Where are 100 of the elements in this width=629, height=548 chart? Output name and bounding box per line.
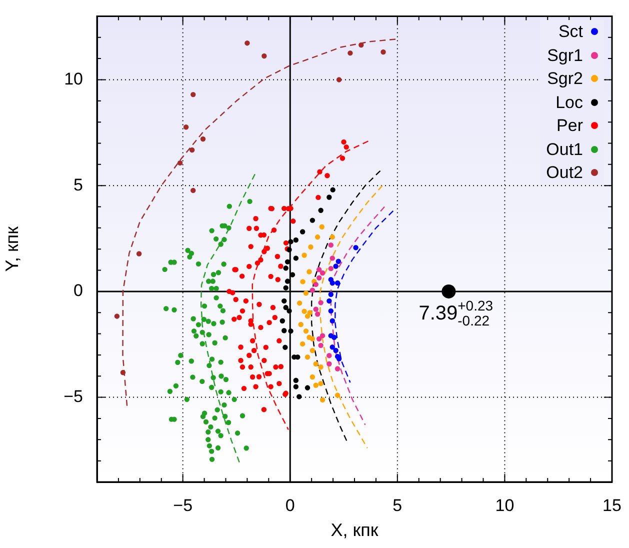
point	[336, 77, 342, 82]
point	[314, 312, 320, 317]
point	[310, 374, 316, 380]
point	[334, 366, 340, 372]
y-tick-label: −5	[64, 386, 83, 406]
point	[310, 288, 316, 293]
point	[358, 42, 364, 48]
point	[288, 239, 294, 244]
point	[283, 304, 288, 310]
legend-label: Loc	[556, 92, 583, 114]
point	[296, 300, 302, 306]
point	[189, 147, 195, 153]
point	[326, 298, 332, 304]
point	[318, 342, 324, 348]
point	[313, 306, 318, 312]
x-tick-label: 0	[285, 496, 295, 515]
point	[348, 50, 353, 56]
point	[302, 252, 307, 258]
point	[318, 380, 324, 386]
point	[304, 385, 310, 390]
point	[296, 394, 302, 400]
point	[262, 53, 267, 59]
point	[310, 336, 316, 342]
y-tick-label: 10	[64, 69, 83, 88]
point	[300, 229, 306, 234]
legend-label: Sgr2	[547, 68, 583, 90]
point	[302, 308, 307, 314]
point	[326, 353, 332, 358]
y-axis-title: Y, кпк	[2, 226, 22, 272]
point	[313, 282, 318, 288]
y-tick-label: 5	[74, 175, 83, 194]
y-tick-label: 0	[74, 281, 83, 300]
point	[330, 187, 336, 192]
point	[318, 208, 324, 213]
point	[328, 292, 334, 298]
point	[282, 328, 287, 334]
legend-label: Out1	[546, 138, 583, 160]
point	[330, 280, 335, 286]
point	[310, 348, 316, 354]
point	[244, 40, 250, 46]
point	[306, 269, 312, 274]
point	[190, 188, 196, 194]
point	[183, 124, 189, 130]
point	[330, 256, 335, 261]
point	[332, 334, 337, 340]
point	[316, 275, 322, 280]
point	[293, 237, 299, 243]
point	[328, 308, 334, 314]
point	[293, 256, 299, 261]
point	[313, 361, 318, 366]
point	[307, 310, 312, 316]
point	[330, 234, 335, 240]
line-series	[122, 38, 398, 406]
point	[293, 378, 299, 383]
point	[114, 314, 120, 319]
point	[318, 364, 324, 370]
point	[330, 318, 335, 324]
legend-label: Per	[556, 115, 583, 137]
legend-label: Out2	[546, 162, 583, 184]
point	[328, 266, 334, 272]
point	[300, 279, 306, 284]
point	[310, 218, 316, 223]
point	[283, 266, 288, 271]
point	[353, 245, 358, 250]
point	[120, 370, 126, 376]
point	[303, 328, 309, 334]
point	[318, 300, 324, 306]
point	[320, 270, 326, 276]
point	[334, 280, 340, 286]
x-tick-label: 5	[392, 496, 402, 515]
point	[313, 382, 318, 388]
point	[295, 354, 300, 360]
point	[136, 251, 142, 256]
point	[328, 242, 334, 248]
x-tick-label: 10	[495, 496, 514, 515]
point	[300, 341, 306, 347]
point	[293, 384, 299, 390]
x-tick-label: −5	[173, 496, 193, 515]
point	[334, 392, 340, 398]
point	[304, 314, 310, 319]
point	[326, 361, 332, 366]
point	[319, 224, 324, 230]
point	[288, 328, 294, 334]
point	[316, 336, 322, 342]
point	[333, 348, 338, 354]
point	[333, 264, 338, 269]
point	[286, 308, 292, 314]
point	[334, 354, 340, 360]
point	[282, 298, 287, 304]
legend-label: Sct	[558, 21, 583, 43]
legend-label: Sgr1	[547, 44, 583, 66]
point	[298, 322, 304, 328]
point	[282, 344, 288, 350]
point	[304, 354, 310, 360]
point	[283, 285, 288, 290]
point	[380, 49, 386, 55]
point	[320, 397, 326, 402]
point	[177, 160, 183, 166]
point	[326, 194, 332, 200]
point	[316, 267, 322, 272]
